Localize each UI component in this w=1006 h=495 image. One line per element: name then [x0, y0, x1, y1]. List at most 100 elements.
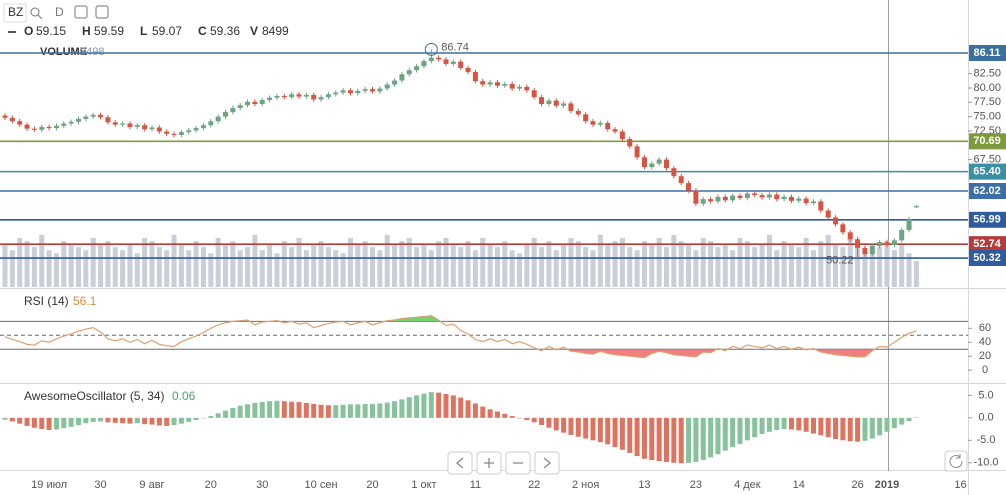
ao-bar — [605, 417, 611, 445]
candle-body — [142, 125, 148, 130]
ao-bar — [730, 417, 736, 448]
reset-icon — [949, 454, 963, 468]
candle-body — [186, 130, 192, 133]
candle-body — [627, 138, 633, 147]
ao-bar — [906, 417, 912, 421]
ao-bar — [384, 402, 390, 418]
candle-body — [906, 219, 912, 231]
volume-bar — [377, 250, 383, 287]
ao-bar — [722, 417, 728, 451]
volume-bar — [693, 250, 699, 287]
ao-bar — [39, 417, 45, 430]
rsi-last: 56.1 — [73, 294, 97, 308]
volume-bar — [230, 241, 236, 287]
ao-bar — [414, 395, 420, 418]
volume-bar — [818, 241, 824, 287]
ao-bar — [869, 417, 875, 439]
ao-bar — [274, 400, 280, 418]
level-label-box — [969, 236, 1006, 253]
candle-body — [649, 163, 655, 168]
candle-body — [428, 57, 434, 62]
ao-bar — [480, 406, 486, 418]
candle-body — [245, 101, 251, 106]
ao-bar — [818, 417, 824, 436]
ao-bar — [465, 400, 471, 418]
candle-body — [120, 123, 126, 125]
level-label: 70.69 — [973, 135, 1001, 147]
high-marker — [424, 42, 438, 56]
symbol-box[interactable] — [3, 3, 27, 23]
volume-bar — [553, 250, 559, 287]
interval[interactable]: D — [55, 5, 64, 19]
candle-body — [252, 101, 258, 105]
candle-body — [730, 195, 736, 201]
ao-bar — [524, 417, 530, 421]
volume-bar — [200, 247, 206, 287]
volume-bar — [539, 247, 545, 287]
ao-bar — [281, 401, 287, 418]
scroll-right-button[interactable] — [534, 451, 560, 475]
ao-bar — [517, 417, 522, 419]
ao-bar — [833, 417, 839, 439]
ao-bar — [884, 417, 890, 432]
volume-bar — [774, 250, 780, 287]
volume-bar — [877, 247, 883, 287]
ao-bar — [200, 417, 206, 419]
candle-body — [597, 122, 603, 125]
nav-icons — [455, 457, 552, 469]
reset-button[interactable] — [944, 450, 968, 472]
candle-body — [68, 121, 74, 124]
volume-bar — [98, 244, 104, 287]
x-tick-label: 10 сен — [305, 479, 338, 491]
indicators-icon[interactable] — [95, 5, 109, 19]
ao-bar — [708, 417, 714, 458]
volume-bar — [421, 244, 427, 287]
candle-body — [686, 183, 692, 191]
candle-body — [840, 224, 846, 233]
search-icon[interactable] — [30, 7, 40, 17]
volume-bar — [142, 237, 148, 287]
candle-body — [127, 123, 133, 127]
candle-body — [509, 83, 515, 89]
volume-bar — [24, 241, 30, 287]
candle-body — [693, 190, 699, 204]
ao-bar — [612, 417, 618, 448]
candle-body — [193, 128, 199, 131]
ao-bar — [597, 417, 603, 443]
ao-bar — [590, 417, 596, 441]
ao-bar — [634, 417, 640, 457]
ao-bar — [700, 417, 706, 461]
candle-body — [612, 129, 618, 132]
search-icon-handle — [37, 14, 43, 20]
volume-bar — [840, 247, 846, 287]
candle-body — [156, 127, 162, 132]
volume-bar — [406, 237, 412, 287]
candle-body — [715, 196, 721, 202]
candle-body — [39, 126, 45, 130]
volume-bar — [634, 250, 640, 287]
candle-body — [421, 61, 427, 67]
candle-body — [281, 96, 287, 98]
level-label-box — [969, 163, 1006, 180]
x-tick-label: 11 — [470, 479, 481, 491]
ao-bar — [546, 417, 552, 428]
x-tick-label: 20 — [366, 479, 378, 491]
ao-bar — [259, 402, 265, 418]
level-label: 62.02 — [973, 185, 1001, 197]
ao-bar — [436, 392, 442, 418]
ao-bar — [561, 417, 567, 433]
volume-bar — [17, 237, 23, 287]
volume-bar — [46, 250, 52, 287]
level-label-box — [969, 250, 1006, 267]
candle-body — [575, 110, 581, 115]
volume-bar — [752, 247, 758, 287]
ao-bar — [46, 417, 52, 430]
ao-bar — [509, 416, 515, 418]
symbol[interactable]: BZ — [8, 5, 23, 19]
candle-body — [664, 159, 669, 169]
ao-bar — [178, 417, 184, 424]
scroll-left-button[interactable] — [447, 451, 473, 475]
ao-last: 0.06 — [172, 389, 196, 403]
compare-icon[interactable] — [74, 5, 88, 19]
volume-bar — [649, 244, 655, 287]
